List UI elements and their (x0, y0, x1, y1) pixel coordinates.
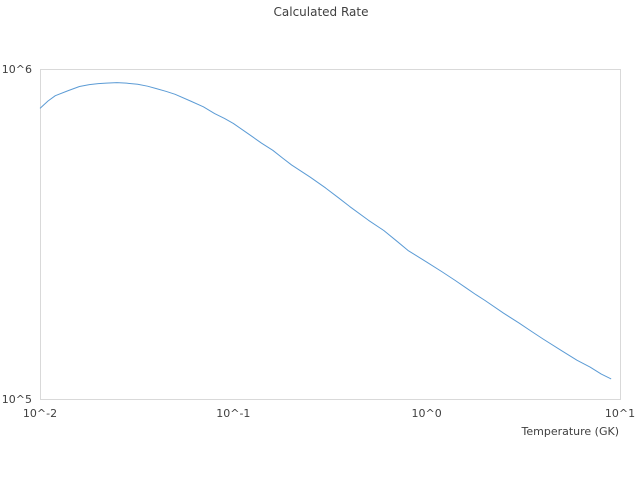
x-axis-ticks: 10^-2 10^-1 10^0 10^1 (23, 407, 635, 420)
y-tick-label: 10^5 (2, 393, 32, 406)
plot-area (40, 69, 621, 400)
x-tick-label: 10^1 (605, 407, 635, 420)
chart-title: Calculated Rate (274, 5, 369, 19)
series-line (39, 82, 612, 380)
y-axis-ticks: 10^5 10^6 (2, 63, 32, 406)
x-tick-label: 10^-1 (216, 407, 250, 420)
y-tick-label: 10^6 (2, 63, 32, 76)
x-tick-label: 10^0 (412, 407, 442, 420)
x-tick-label: 10^-2 (23, 407, 57, 420)
x-axis-label: Temperature (GK) (521, 425, 620, 438)
